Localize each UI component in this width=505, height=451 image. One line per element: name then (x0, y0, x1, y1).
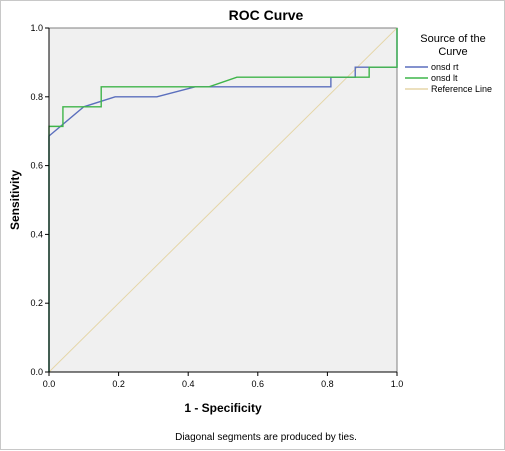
footnote: Diagonal segments are produced by ties. (175, 432, 357, 443)
x-tick-label: 0.2 (112, 379, 125, 389)
series-line-reference-line (48, 27, 398, 373)
series-line-onsd-rt (48, 28, 398, 372)
series-line-onsd-lt (48, 28, 398, 372)
legend-title-line-2: Curve (438, 46, 467, 58)
y-tick-label: 1.0 (30, 23, 43, 33)
y-tick-label: 0.6 (30, 161, 43, 171)
y-tick-label: 0.2 (30, 298, 43, 308)
legend-label: onsd lt (431, 73, 458, 83)
axes-layer (48, 28, 397, 373)
x-axis-label: 1 - Specificity (184, 401, 262, 415)
x-tick-label: 0.6 (252, 379, 265, 389)
x-tick-label: 0.8 (321, 379, 334, 389)
x-tick-label: 0.0 (43, 379, 56, 389)
legend-label: Reference Line (431, 84, 492, 94)
chart-title: ROC Curve (229, 7, 304, 23)
y-tick-label: 0.0 (30, 367, 43, 377)
x-tick-label: 1.0 (391, 379, 404, 389)
y-tick-label: 0.4 (30, 229, 43, 239)
legend-label: onsd rt (431, 62, 459, 72)
y-tick-label: 0.8 (30, 92, 43, 102)
legend-title-line-1: Source of the (420, 33, 485, 45)
ticks-layer: 0.0 0.2 0.4 0.6 0.8 1.0 0.0 0.2 0.4 0.6 0.8 1.0 (30, 23, 403, 389)
y-axis-label: Sensitivity (8, 170, 22, 230)
series-layer (48, 27, 398, 373)
x-tick-label: 0.4 (182, 379, 195, 389)
